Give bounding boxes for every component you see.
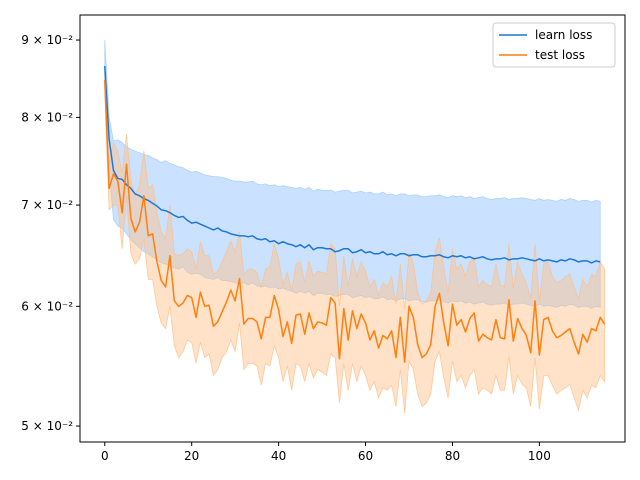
y-tick-label: 8 × 10⁻²: [21, 110, 73, 124]
legend: learn loss test loss: [492, 22, 616, 68]
series-0-band: [104, 40, 601, 309]
y-tick-label: 9 × 10⁻²: [21, 33, 73, 47]
series-lines: [104, 66, 606, 364]
x-tick-label: 0: [101, 449, 109, 463]
legend-label: learn loss: [535, 28, 592, 42]
series-1-band: [104, 69, 605, 414]
y-tick-label: 6 × 10⁻²: [21, 299, 73, 313]
series-1-line: [104, 79, 606, 364]
y-tick-label: 5 × 10⁻²: [21, 419, 73, 433]
legend-label: test loss: [535, 48, 585, 62]
x-tick-label: 100: [528, 449, 551, 463]
x-tick-label: 60: [358, 449, 373, 463]
series-0-line: [104, 66, 601, 264]
x-axis-ticks: 0 20 40 60 80 100: [101, 442, 551, 463]
x-tick-label: 80: [445, 449, 460, 463]
legend-box: [492, 22, 616, 68]
x-tick-label: 40: [271, 449, 286, 463]
y-axis-ticks: 5 × 10⁻² 6 × 10⁻² 7 × 10⁻² 8 × 10⁻² 9 × 10⁻²: [21, 33, 80, 433]
x-tick-label: 20: [184, 449, 199, 463]
axes-frame: [79, 14, 626, 443]
y-tick-label: 7 × 10⁻²: [21, 198, 73, 212]
confidence-bands: [104, 40, 605, 414]
